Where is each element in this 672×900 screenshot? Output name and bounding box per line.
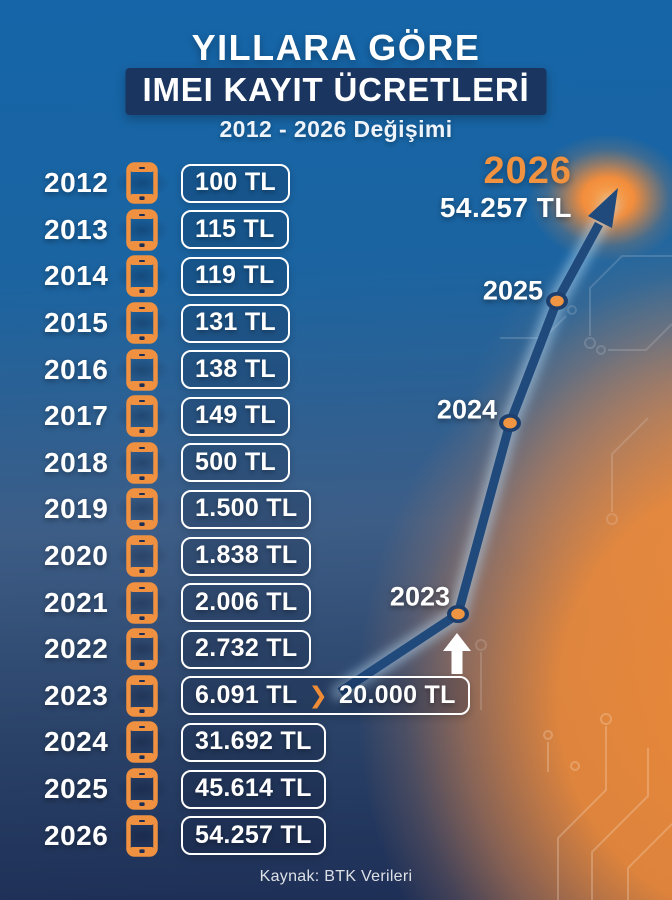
fee-box: 115 TL — [181, 210, 289, 250]
year-label: 2025 — [44, 773, 109, 805]
year-label: 2024 — [44, 726, 109, 758]
fee-table: 2012 100 TL 2013 — [44, 160, 470, 859]
table-row: 2020 1.838 TL — [44, 533, 470, 580]
table-row: 2015 131 TL — [44, 300, 470, 347]
year-label: 2026 — [44, 819, 109, 851]
phone-icon — [110, 535, 174, 577]
fee-box: 131 TL — [181, 303, 290, 343]
fee-value: 149 TL — [195, 401, 276, 430]
fee-box: 100 TL — [181, 163, 290, 203]
fee-box: 149 TL — [181, 396, 290, 436]
year-label: 2020 — [44, 540, 109, 572]
highlight-2026: 2026 54.257 TL — [439, 150, 572, 223]
jump-up-arrow-icon — [443, 633, 471, 674]
fee-box: 31.692 TL — [181, 722, 326, 762]
fee-box: 54.257 TL — [181, 816, 326, 856]
year-label: 2022 — [44, 633, 109, 665]
fee-box: 119 TL — [181, 256, 289, 296]
page-title: YILLARA GÖRE — [191, 27, 481, 68]
phone-icon — [110, 442, 174, 484]
phone-icon — [110, 721, 174, 764]
phone-icon — [110, 162, 174, 205]
point-label-2023: 2023 — [389, 581, 450, 612]
table-row: 2025 45.614 TL — [44, 766, 470, 813]
point-label-2025: 2025 — [482, 275, 543, 306]
phone-icon — [110, 395, 174, 438]
fee-value: 115 TL — [195, 214, 275, 243]
phone-icon — [110, 814, 174, 857]
fee-value-new: 20.000 TL — [339, 680, 456, 709]
phone-icon — [110, 209, 174, 251]
trend-arrowhead-icon — [588, 188, 618, 228]
fee-value: 500 TL — [195, 447, 276, 476]
fee-value: 138 TL — [195, 354, 276, 383]
data-point-2025 — [546, 292, 568, 310]
year-label: 2012 — [44, 167, 109, 199]
fee-box: 1.500 TL — [181, 489, 312, 529]
table-row: 2012 100 TL — [44, 160, 470, 207]
year-label: 2017 — [44, 400, 109, 432]
table-row: 2024 31.692 TL — [44, 719, 470, 766]
phone-icon — [110, 581, 174, 624]
table-row: 2019 1.500 TL — [44, 486, 470, 533]
fee-value: 31.692 TL — [195, 727, 312, 756]
data-point-2023 — [447, 605, 469, 623]
fee-box: 6.091 TL ❯ 20.000 TL — [181, 676, 470, 716]
table-row: 2013 115 TL — [44, 207, 470, 254]
fee-box: 45.614 TL — [181, 769, 326, 809]
data-point-2024 — [499, 414, 521, 432]
chevron-right-icon: ❯ — [308, 681, 329, 708]
fee-box: 138 TL — [181, 350, 290, 390]
fee-value: 2.006 TL — [195, 587, 298, 616]
phone-icon — [110, 675, 174, 717]
fee-value: 1.500 TL — [195, 494, 298, 523]
table-row: 2017 149 TL — [44, 393, 470, 440]
year-label: 2018 — [44, 446, 109, 478]
table-row: 2026 54.257 TL — [44, 812, 470, 859]
source-credit: Kaynak: BTK Verileri — [259, 868, 413, 885]
year-label: 2015 — [44, 307, 109, 339]
fee-value: 119 TL — [195, 261, 275, 290]
table-row: 2022 2.732 TL — [44, 626, 470, 673]
fee-value: 2.732 TL — [195, 634, 298, 663]
fee-value: 131 TL — [195, 308, 276, 337]
year-label: 2016 — [44, 353, 109, 385]
fee-box: 2.006 TL — [181, 583, 312, 623]
phone-icon — [110, 628, 174, 670]
year-label: 2013 — [44, 213, 109, 245]
fee-value: 1.838 TL — [195, 541, 298, 570]
table-row: 2016 138 TL — [44, 346, 470, 393]
fee-value: 45.614 TL — [195, 774, 312, 803]
year-label: 2021 — [44, 586, 109, 618]
phone-icon — [110, 302, 174, 344]
year-label: 2019 — [44, 493, 109, 525]
fee-box: 1.838 TL — [181, 536, 312, 576]
fee-value: 6.091 TL — [195, 680, 298, 709]
table-row: 2023 6.091 TL ❯ 20.000 TL — [44, 673, 470, 720]
table-row: 2018 500 TL — [44, 440, 470, 487]
phone-icon — [110, 348, 174, 391]
phone-icon — [110, 488, 174, 531]
page-subtitle: 2012 - 2026 Değişimi — [219, 116, 453, 142]
phone-icon — [110, 255, 174, 298]
table-row: 2014 119 TL — [44, 253, 470, 300]
page-title-banner: IMEI KAYIT ÜCRETLERİ — [125, 68, 547, 115]
highlight-value: 54.257 TL — [439, 191, 572, 223]
fee-box: 2.732 TL — [181, 629, 312, 669]
fee-value: 54.257 TL — [195, 820, 312, 849]
year-label: 2014 — [44, 260, 109, 292]
fee-value: 100 TL — [195, 168, 276, 197]
table-row: 2021 2.006 TL — [44, 579, 470, 626]
fee-box: 500 TL — [181, 443, 290, 483]
phone-icon — [110, 768, 174, 810]
point-label-2024: 2024 — [436, 394, 497, 425]
highlight-year: 2026 — [483, 150, 572, 192]
year-label: 2023 — [44, 679, 109, 711]
